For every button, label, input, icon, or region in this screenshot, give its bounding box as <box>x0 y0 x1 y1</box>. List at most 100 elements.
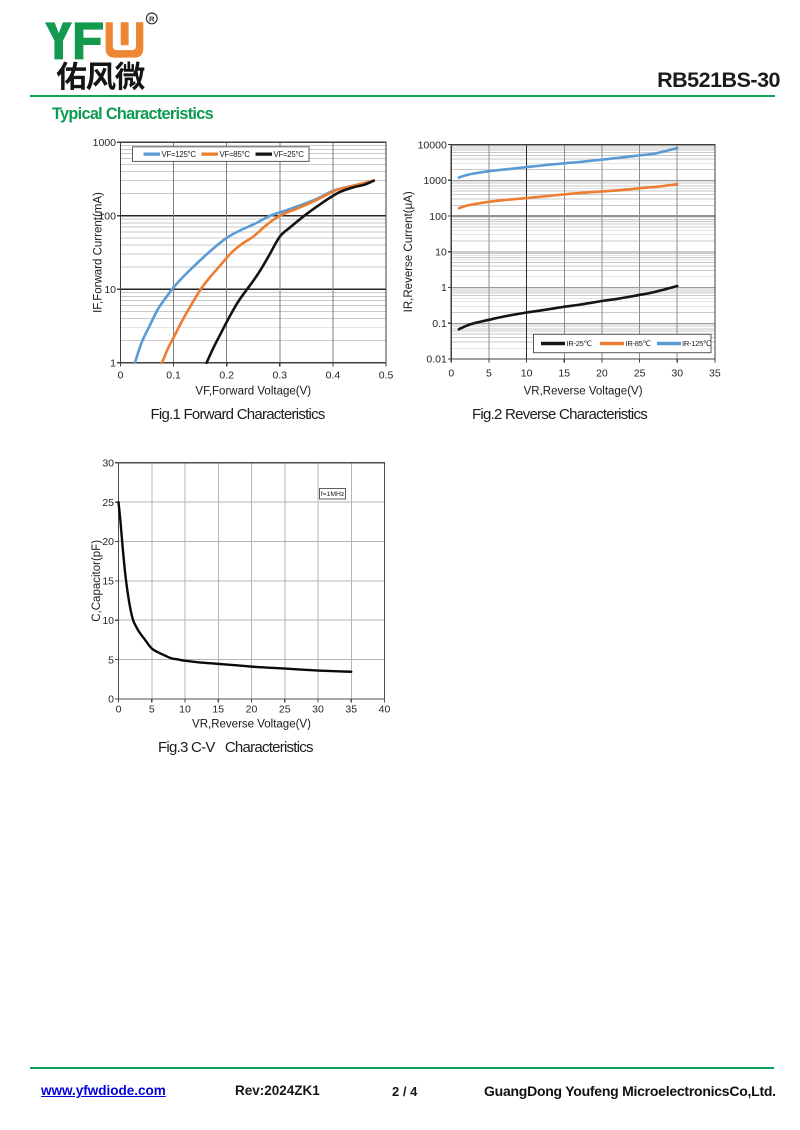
part-number: RB521BS-30 <box>657 67 780 92</box>
fig1-xlabel: VF,Forward Voltage(V) <box>195 386 311 398</box>
fig3-annotation: f=1MHz <box>319 488 346 500</box>
company-zh-char-2 <box>86 62 116 91</box>
fig1-caption: Fig.1 Forward Characteristics <box>150 406 326 423</box>
fig3-ticks <box>115 462 386 703</box>
company-zh-char-1 <box>56 61 86 91</box>
svg-text:1: 1 <box>110 358 116 370</box>
company-name-footer: GuangDong Youfeng MicroelectronicsCo,Ltd… <box>484 1082 776 1099</box>
registered-trademark-icon: R <box>145 12 158 25</box>
svg-text:20: 20 <box>246 704 258 716</box>
svg-text:0: 0 <box>116 704 122 716</box>
svg-text:10: 10 <box>104 284 116 296</box>
svg-text:IR-85℃: IR-85℃ <box>626 339 651 348</box>
svg-text:25: 25 <box>102 497 114 509</box>
svg-text:25: 25 <box>279 704 291 716</box>
svg-text:0.1: 0.1 <box>432 318 447 330</box>
svg-text:15: 15 <box>558 368 570 380</box>
fig1-ylabel: IF,Forward Current(mA) <box>93 192 105 313</box>
fig1-series-2 <box>160 179 376 365</box>
fig3-cv-characteristics-chart: 0 5 10 15 20 25 30 35 40 30 25 20 15 10 5 0 VR,Reverse V… <box>91 458 390 731</box>
fig2-ylabel: IR,Reverse Current(μA) <box>403 191 415 312</box>
logo-letter-Y <box>45 22 73 60</box>
svg-text:IR-125℃: IR-125℃ <box>682 339 711 348</box>
fig2-tick-labels: 0 5 10 15 20 25 30 35 10000 1000 100 10 1 0.1 0.01 <box>418 139 721 379</box>
fig1-plot-area <box>120 142 386 363</box>
svg-text:40: 40 <box>379 704 391 716</box>
company-logo: R <box>45 12 158 91</box>
fig2-series-1 <box>457 284 679 331</box>
svg-text:30: 30 <box>671 368 683 380</box>
svg-text:30: 30 <box>102 458 114 470</box>
svg-text:1000: 1000 <box>423 175 447 187</box>
svg-text:35: 35 <box>345 704 357 716</box>
page-indicator: 2 / 4 <box>392 1083 418 1099</box>
website-link[interactable]: www.yfwdiode.com <box>41 1083 166 1098</box>
svg-text:0.1: 0.1 <box>166 370 181 382</box>
company-name-chinese <box>56 61 145 91</box>
footer-rule <box>30 1066 774 1069</box>
svg-text:0: 0 <box>118 370 124 382</box>
logo-letter-W-middle <box>120 22 129 46</box>
svg-text:0.01: 0.01 <box>426 354 447 366</box>
svg-text:10: 10 <box>179 704 191 716</box>
fig3-series-1 <box>117 500 353 673</box>
fig1-series-3 <box>205 179 376 365</box>
fig3-ylabel: C,Capacitor(pF) <box>91 540 103 622</box>
fig2-series-2 <box>457 182 679 210</box>
svg-text:20: 20 <box>596 368 608 380</box>
svg-text:IR-25℃: IR-25℃ <box>567 339 592 348</box>
svg-text:VF=85°C: VF=85°C <box>220 150 251 159</box>
svg-text:0: 0 <box>448 368 454 380</box>
header-rule <box>30 94 775 97</box>
svg-text:1000: 1000 <box>93 137 117 149</box>
fig2-gridlines <box>451 144 715 359</box>
svg-text:0.3: 0.3 <box>272 370 287 382</box>
svg-text:f=1MHz: f=1MHz <box>321 491 345 498</box>
fig2-series-3 <box>457 146 679 179</box>
svg-text:0.2: 0.2 <box>219 370 234 382</box>
svg-text:15: 15 <box>102 576 114 588</box>
svg-text:0.5: 0.5 <box>379 370 394 382</box>
svg-text:5: 5 <box>486 368 492 380</box>
svg-text:10: 10 <box>435 247 447 259</box>
logo-yfw-letters <box>45 22 144 60</box>
fig2-xlabel: VR,Reverse Voltage(V) <box>524 386 643 398</box>
svg-text:15: 15 <box>212 704 224 716</box>
svg-text:VF=25°C: VF=25°C <box>274 150 305 159</box>
fig2-ticks <box>447 144 716 363</box>
svg-text:20: 20 <box>102 536 114 548</box>
svg-text:100: 100 <box>98 210 116 222</box>
fig2-caption: Fig.2 Reverse Characteristics <box>472 406 648 423</box>
fig3-xlabel: VR,Reverse Voltage(V) <box>192 719 311 731</box>
fig2-reverse-characteristics-chart: 0 5 10 15 20 25 30 35 10000 1000 100 10 1 0.1 0.01 VR,R… <box>403 139 721 398</box>
svg-text:5: 5 <box>108 654 114 666</box>
fig2-legend: IR-25℃ IR-85℃ IR-125℃ <box>533 333 712 354</box>
svg-text:25: 25 <box>634 368 646 380</box>
company-zh-char-3 <box>115 61 145 91</box>
logo-letter-W <box>105 22 144 58</box>
fig1-forward-characteristics-chart: 0 0.1 0.2 0.3 0.4 0.5 1000 100 10 1 VF,Forward Vol… <box>93 137 394 398</box>
svg-text:10000: 10000 <box>418 139 447 151</box>
fig1-legend: VF=125°C VF=85°C VF=25°C <box>132 146 310 162</box>
logo-letter-F <box>74 22 103 60</box>
svg-text:35: 35 <box>709 368 721 380</box>
fig1-tick-labels: 0 0.1 0.2 0.3 0.4 0.5 1000 100 10 1 <box>93 137 394 382</box>
fig3-tick-labels: 0 5 10 15 20 25 30 35 40 30 25 20 15 10 5 0 <box>102 458 390 716</box>
svg-text:10: 10 <box>102 615 114 627</box>
revision-label: Rev:2024ZK1 <box>235 1083 320 1098</box>
fig1-plot-border <box>119 141 387 364</box>
svg-text:R: R <box>149 14 155 23</box>
svg-text:VF=125°C: VF=125°C <box>162 150 197 159</box>
svg-text:0: 0 <box>108 694 114 706</box>
section-title: Typical Characteristics <box>52 104 214 123</box>
fig3-caption: Fig.3 C-V Characteristics <box>158 739 314 756</box>
svg-text:5: 5 <box>149 704 155 716</box>
svg-text:1: 1 <box>441 282 447 294</box>
fig1-ticks <box>117 141 387 367</box>
svg-text:100: 100 <box>429 211 447 223</box>
svg-text:10: 10 <box>521 368 533 380</box>
fig3-gridlines <box>118 462 385 699</box>
svg-text:0.4: 0.4 <box>326 370 341 382</box>
svg-text:30: 30 <box>312 704 324 716</box>
